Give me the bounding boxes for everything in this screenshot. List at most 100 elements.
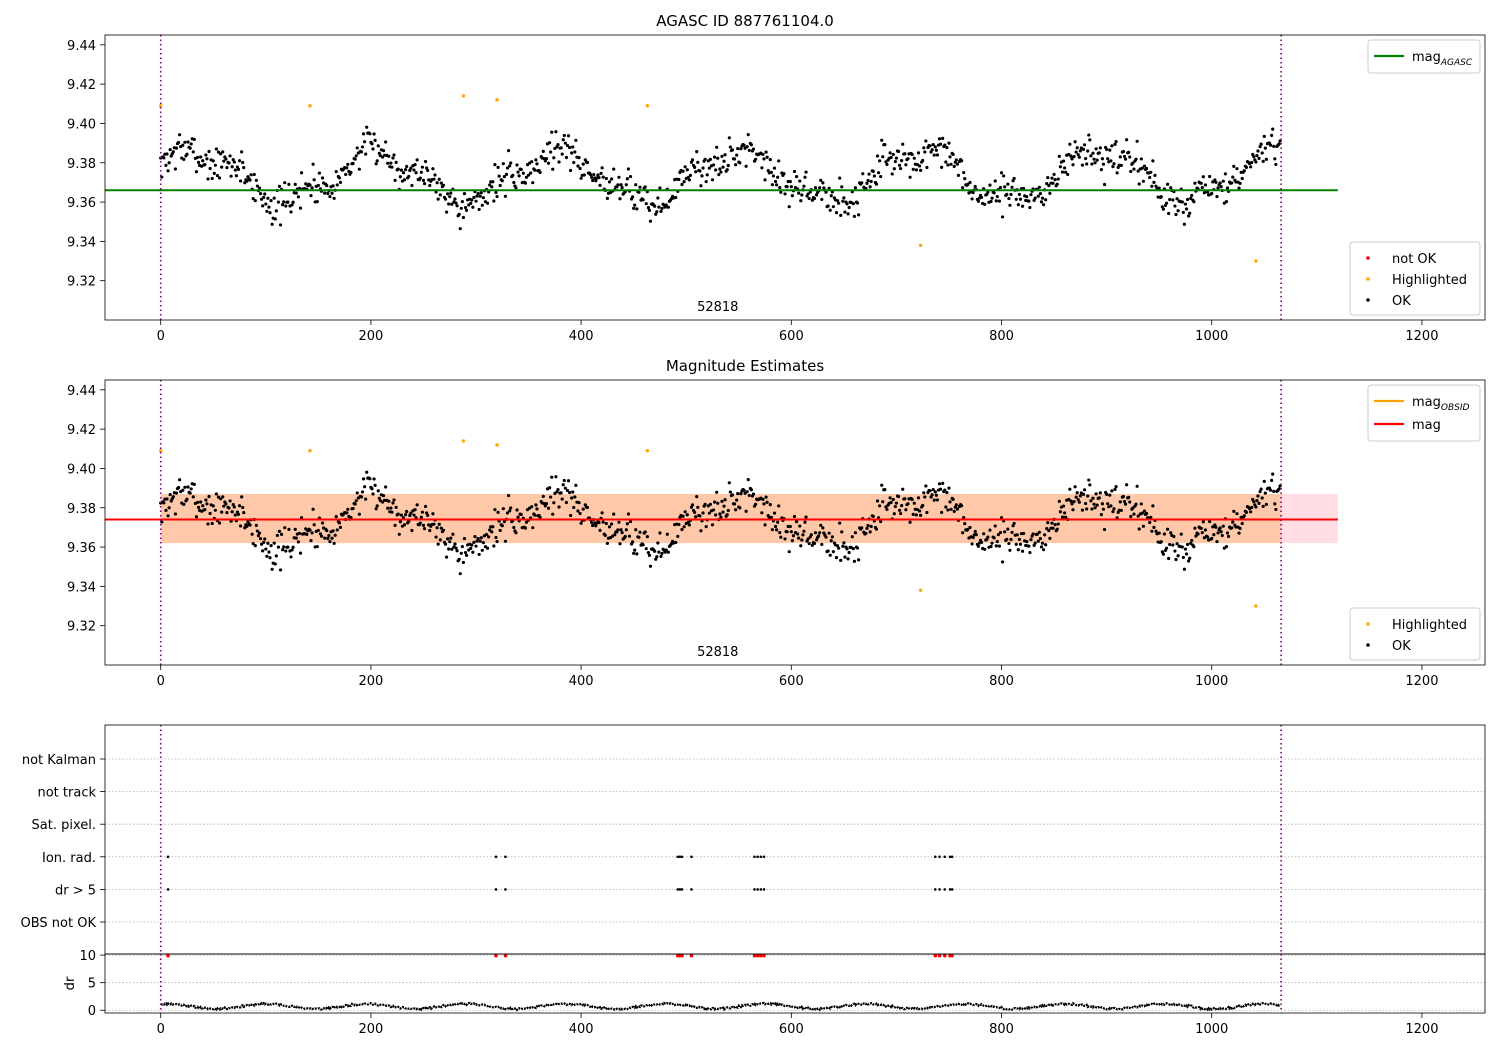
ok-point: [551, 167, 555, 171]
ok-point: [380, 500, 385, 504]
ok-point: [725, 168, 729, 172]
ok-point: [1077, 155, 1081, 159]
ok-point: [480, 203, 484, 207]
ok-point: [1102, 527, 1107, 532]
flag-category-label: dr > 5: [55, 883, 96, 898]
ok-point: [925, 510, 929, 515]
ok-point: [305, 532, 309, 537]
ok-point: [601, 175, 605, 179]
ok-point: [1131, 506, 1135, 510]
ok-point: [1221, 524, 1225, 528]
ok-point: [1093, 506, 1097, 510]
ok-point: [403, 167, 408, 172]
ok-point: [1101, 162, 1106, 166]
ok-point: [253, 199, 257, 203]
ok-point: [443, 197, 448, 201]
ok-point: [1165, 182, 1170, 186]
ok-point: [392, 153, 396, 157]
flag-point: [938, 855, 941, 859]
ok-point: [265, 554, 269, 558]
ok-point: [641, 198, 645, 202]
ok-point: [1069, 154, 1073, 158]
ok-point: [1199, 181, 1203, 185]
ok-point: [937, 482, 942, 486]
ok-point: [900, 504, 904, 508]
ok-point: [1208, 174, 1212, 179]
ok-point: [653, 549, 657, 553]
ok-point: [240, 150, 244, 154]
ok-point: [354, 499, 358, 503]
ok-point: [192, 482, 196, 487]
ok-point: [1105, 147, 1109, 151]
ok-point: [448, 540, 452, 544]
ok-point: [921, 503, 925, 508]
ok-point: [1090, 507, 1094, 511]
ok-point: [762, 502, 766, 506]
ok-point: [746, 478, 750, 482]
ok-point: [453, 197, 457, 201]
ok-point: [704, 179, 708, 184]
ok-point: [535, 162, 539, 166]
ok-point: [477, 207, 481, 212]
y-tick-label: 9.40: [67, 462, 96, 477]
ok-point: [1025, 195, 1029, 199]
ok-point: [1169, 531, 1173, 535]
ok-point: [538, 170, 542, 175]
ok-point: [635, 552, 639, 556]
ok-point: [599, 171, 603, 175]
ok-point: [897, 163, 902, 167]
ok-point: [1047, 528, 1051, 533]
ok-point: [432, 522, 436, 526]
ok-point: [421, 178, 426, 182]
ok-point: [928, 489, 932, 493]
ok-point: [310, 186, 314, 190]
ok-point: [719, 170, 723, 174]
ok-point: [1262, 134, 1266, 138]
ok-point: [990, 541, 994, 545]
ok-point: [458, 572, 462, 576]
ok-point: [961, 531, 965, 535]
ok-point: [879, 519, 883, 524]
ok-point: [809, 533, 813, 537]
ok-point: [286, 545, 290, 549]
ok-point: [716, 156, 720, 160]
ok-point: [874, 527, 879, 531]
ok-point: [237, 504, 242, 508]
ok-point: [813, 186, 818, 190]
ok-point: [254, 523, 258, 527]
ok-point: [945, 491, 949, 495]
ok-point: [162, 156, 166, 160]
ok-point: [396, 512, 400, 516]
ok-point: [1141, 179, 1146, 183]
ok-point: [266, 196, 270, 200]
ok-point: [274, 209, 278, 213]
ok-point: [876, 171, 881, 175]
ok-point: [617, 520, 621, 524]
ok-point: [995, 539, 999, 544]
ok-point: [689, 160, 694, 164]
ok-point: [861, 172, 865, 176]
ok-point: [212, 171, 216, 175]
ok-point: [407, 519, 411, 524]
ok-point: [1139, 502, 1143, 506]
ok-point: [213, 508, 217, 512]
ok-point: [665, 532, 669, 536]
ok-point: [1015, 533, 1019, 537]
ok-point: [917, 164, 922, 168]
ok-point: [290, 548, 294, 552]
ok-point: [422, 182, 427, 186]
ok-point: [571, 145, 575, 149]
ok-point: [790, 538, 794, 543]
ok-point: [617, 175, 621, 179]
ok-point: [323, 536, 327, 540]
ok-point: [201, 159, 205, 163]
flag-category-label: OBS not OK: [21, 916, 97, 931]
ok-point: [368, 132, 372, 136]
ok-point: [439, 181, 443, 185]
ok-point: [1136, 169, 1140, 173]
ok-point: [309, 538, 313, 543]
ok-point: [1028, 550, 1032, 555]
ok-point: [516, 515, 520, 519]
ok-point: [695, 495, 699, 499]
ok-point: [646, 206, 650, 210]
